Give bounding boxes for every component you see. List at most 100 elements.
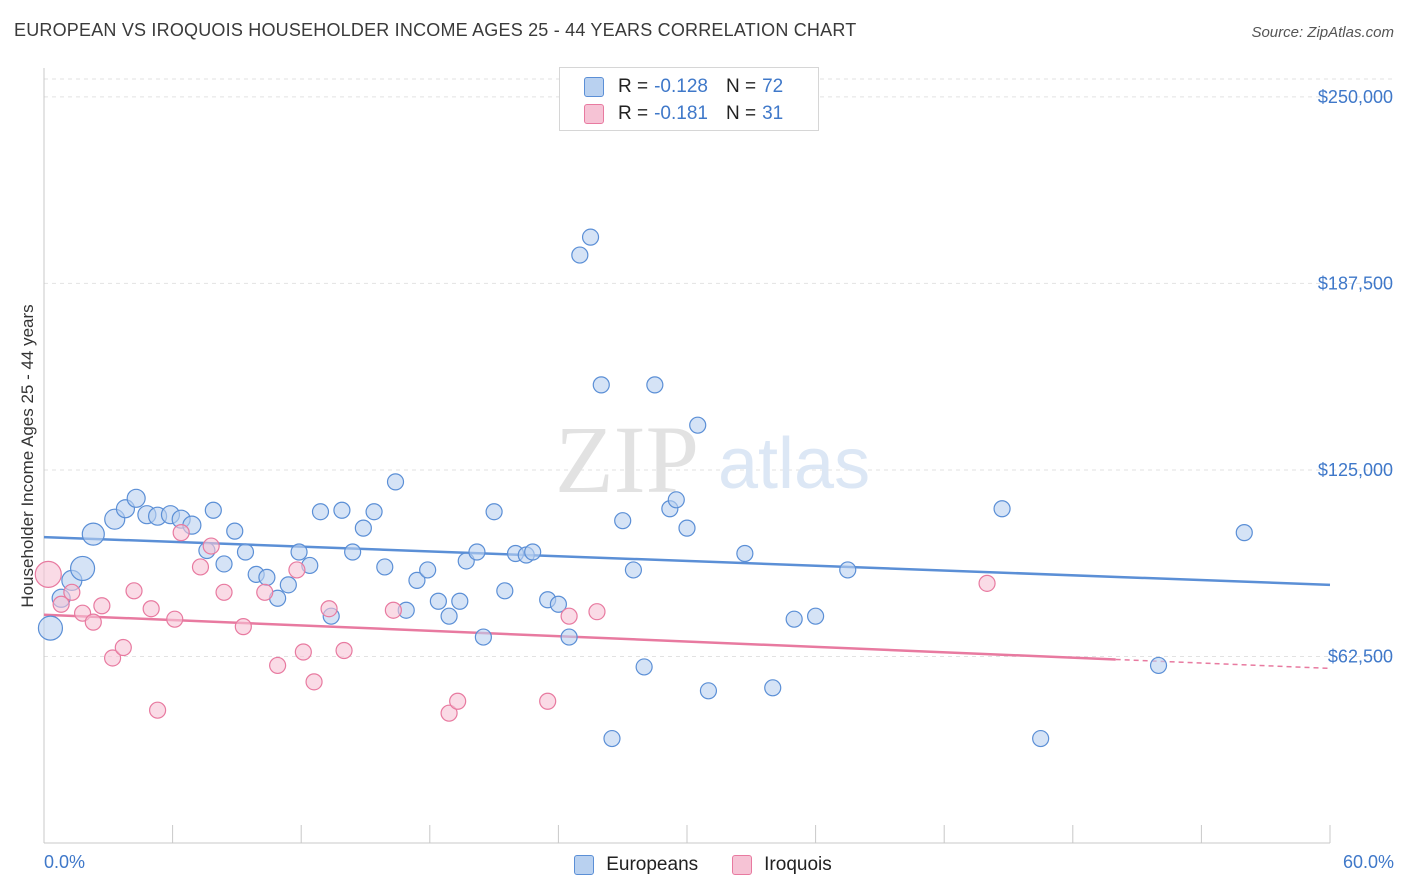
point-iroquois xyxy=(588,603,606,621)
point-iroquois xyxy=(269,656,287,675)
watermark: ZIP atlas xyxy=(555,406,870,513)
point-iroquois xyxy=(63,583,81,601)
point-europeans xyxy=(333,501,351,519)
legend-r-value-iroquois: -0.181 xyxy=(654,103,708,124)
point-iroquois xyxy=(84,613,102,631)
point-iroquois xyxy=(103,649,122,667)
watermark-atlas: atlas xyxy=(718,424,870,504)
point-europeans xyxy=(290,543,308,561)
point-europeans xyxy=(806,607,825,625)
point-europeans xyxy=(560,628,578,646)
legend-swatch-europeans xyxy=(574,855,595,875)
point-europeans xyxy=(699,682,718,700)
point-europeans xyxy=(37,615,64,641)
point-iroquois xyxy=(125,582,143,600)
point-europeans xyxy=(1235,524,1253,542)
point-europeans xyxy=(603,729,621,748)
legend-n-label: N = xyxy=(725,76,757,97)
x-tick-label-min: 0.0% xyxy=(44,852,86,872)
point-europeans xyxy=(785,610,803,628)
point-iroquois xyxy=(256,583,274,601)
point-iroquois xyxy=(202,537,220,555)
data-points xyxy=(34,228,1253,748)
point-europeans xyxy=(624,561,643,579)
point-iroquois xyxy=(335,641,353,660)
point-europeans xyxy=(258,568,276,586)
point-iroquois xyxy=(234,618,252,636)
point-europeans xyxy=(614,512,632,530)
point-europeans xyxy=(215,555,233,573)
point-iroquois xyxy=(148,701,167,719)
point-europeans xyxy=(440,607,458,625)
point-europeans xyxy=(839,561,857,579)
legend-r-label: R = xyxy=(618,76,649,97)
point-europeans xyxy=(311,503,330,521)
point-europeans xyxy=(678,519,696,537)
y-tick-labels: $62,500 $125,000 $187,500 $250,000 xyxy=(1318,87,1393,667)
point-iroquois xyxy=(978,574,996,592)
y-tick-label: $187,500 xyxy=(1318,273,1393,293)
legend-n-value-iroquois: 31 xyxy=(762,103,784,124)
legend-r-label: R = xyxy=(618,103,649,124)
series-legend: Europeans Iroquois xyxy=(0,852,1406,878)
point-europeans xyxy=(581,228,600,246)
point-europeans xyxy=(344,543,362,561)
point-europeans xyxy=(408,571,426,589)
legend-r-value-europeans: -0.128 xyxy=(654,76,708,97)
point-europeans xyxy=(204,501,222,519)
point-iroquois xyxy=(166,610,184,628)
point-iroquois xyxy=(288,561,306,579)
point-europeans xyxy=(474,628,492,646)
point-iroquois xyxy=(142,600,160,618)
point-europeans xyxy=(226,522,244,540)
point-iroquois xyxy=(34,560,62,589)
legend-swatch-iroquois xyxy=(732,855,753,875)
point-iroquois xyxy=(294,643,312,661)
point-europeans xyxy=(689,416,707,434)
point-iroquois xyxy=(440,704,458,722)
trend-lines xyxy=(43,535,1331,670)
y-tick-label: $62,500 xyxy=(1328,646,1393,666)
trend-line-europeans xyxy=(43,535,1331,587)
point-europeans xyxy=(354,519,372,537)
point-europeans xyxy=(279,576,297,594)
point-europeans xyxy=(429,592,447,610)
point-europeans xyxy=(1149,656,1168,675)
legend-label-iroquois: Iroquois xyxy=(764,854,832,875)
point-europeans xyxy=(736,544,754,563)
point-europeans xyxy=(667,491,685,509)
point-europeans xyxy=(451,592,469,610)
point-iroquois xyxy=(172,524,190,542)
point-iroquois xyxy=(539,692,557,710)
point-europeans xyxy=(236,543,255,561)
point-iroquois xyxy=(384,601,402,619)
point-europeans xyxy=(468,543,486,561)
trend-line-iroquois xyxy=(43,613,1116,661)
legend-row-iroquois: R = -0.181 N = 31 xyxy=(584,101,789,127)
legend-n-value-europeans: 72 xyxy=(762,76,784,97)
point-europeans xyxy=(524,543,542,561)
legend-row-europeans: R = -0.128 N = 72 xyxy=(584,74,789,100)
point-europeans xyxy=(81,522,105,546)
point-europeans xyxy=(126,488,146,508)
point-europeans xyxy=(365,503,383,521)
legend-n-label: N = xyxy=(725,103,757,124)
legend-item-europeans: Europeans xyxy=(574,854,698,876)
point-iroquois xyxy=(52,595,70,613)
legend-swatch-europeans xyxy=(584,77,604,97)
legend-label-europeans: Europeans xyxy=(606,854,699,875)
point-europeans xyxy=(592,376,610,394)
legend-item-iroquois: Iroquois xyxy=(732,854,832,876)
legend-swatch-iroquois xyxy=(584,104,604,124)
y-tick-label: $250,000 xyxy=(1318,87,1393,107)
point-europeans xyxy=(635,658,653,676)
point-europeans xyxy=(386,473,405,491)
point-europeans xyxy=(69,555,96,582)
point-iroquois xyxy=(114,638,132,657)
grid-lines xyxy=(44,78,1395,657)
axes xyxy=(43,68,1331,844)
point-iroquois xyxy=(449,692,467,710)
point-europeans xyxy=(496,582,514,600)
point-iroquois xyxy=(191,558,210,576)
